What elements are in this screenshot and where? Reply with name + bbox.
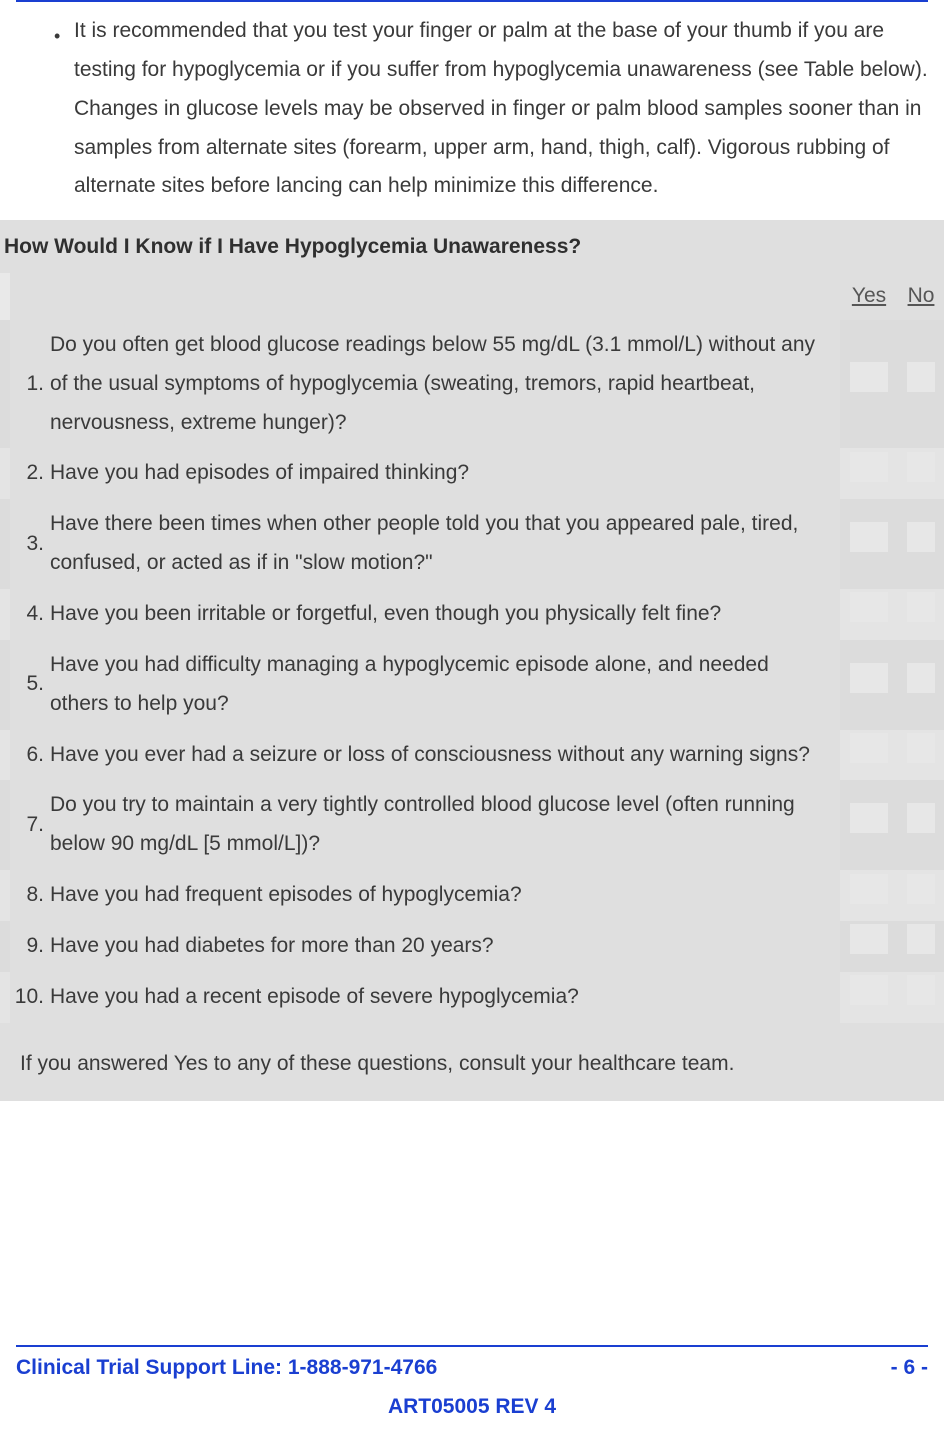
footer-doc-id: ART05005 REV 4 [16, 1388, 928, 1427]
question-number: 1. [10, 320, 50, 449]
bullet-text: It is recommended that you test your fin… [74, 19, 928, 197]
question-number: 3. [10, 499, 50, 589]
question-number: 5. [10, 640, 50, 730]
table-row: 9. Have you had diabetes for more than 2… [0, 921, 944, 972]
question-number: 9. [10, 921, 50, 972]
no-checkbox[interactable] [907, 452, 935, 482]
question-text: Have you had a recent episode of severe … [50, 972, 840, 1023]
table-row: 3. Have there been times when other peop… [0, 499, 944, 589]
yes-checkbox[interactable] [850, 452, 888, 482]
no-checkbox[interactable] [907, 362, 935, 392]
yes-checkbox[interactable] [850, 592, 888, 622]
table-row: 8. Have you had frequent episodes of hyp… [0, 870, 944, 921]
footer-rule [16, 1345, 928, 1347]
no-checkbox[interactable] [907, 733, 935, 763]
table-row: 2. Have you had episodes of impaired thi… [0, 448, 944, 499]
question-text: Have you had diabetes for more than 20 y… [50, 921, 840, 972]
no-checkbox[interactable] [907, 975, 935, 1005]
question-number: 6. [10, 730, 50, 781]
bullet-icon: • [54, 20, 60, 53]
header-no: No [898, 273, 944, 320]
table-row: 5. Have you had difficulty managing a hy… [0, 640, 944, 730]
yes-checkbox[interactable] [850, 663, 888, 693]
question-text: Have you had episodes of impaired thinki… [50, 448, 840, 499]
question-table: Yes No 1. Do you often get blood glucose… [0, 273, 944, 1023]
question-number: 8. [10, 870, 50, 921]
bullet-item: • It is recommended that you test your f… [0, 2, 944, 220]
consult-note: If you answered Yes to any of these ques… [0, 1023, 944, 1084]
question-text: Do you try to maintain a very tightly co… [50, 780, 840, 870]
page-footer: Clinical Trial Support Line: 1-888-971-4… [16, 1345, 928, 1427]
table-row: 4. Have you been irritable or forgetful,… [0, 589, 944, 640]
question-text: Do you often get blood glucose readings … [50, 320, 840, 449]
question-text: Have you had difficulty managing a hypog… [50, 640, 840, 730]
yes-checkbox[interactable] [850, 924, 888, 954]
questionnaire-section: How Would I Know if I Have Hypoglycemia … [0, 220, 944, 1101]
table-row: 7. Do you try to maintain a very tightly… [0, 780, 944, 870]
table-header-row: Yes No [0, 273, 944, 320]
question-number: 2. [10, 448, 50, 499]
no-checkbox[interactable] [907, 803, 935, 833]
no-checkbox[interactable] [907, 522, 935, 552]
no-checkbox[interactable] [907, 924, 935, 954]
yes-checkbox[interactable] [850, 362, 888, 392]
no-checkbox[interactable] [907, 874, 935, 904]
section-title: How Would I Know if I Have Hypoglycemia … [0, 228, 944, 273]
no-checkbox[interactable] [907, 592, 935, 622]
footer-left: Clinical Trial Support Line: 1-888-971-4… [16, 1349, 437, 1388]
question-text: Have you ever had a seizure or loss of c… [50, 730, 840, 781]
yes-checkbox[interactable] [850, 803, 888, 833]
question-number: 7. [10, 780, 50, 870]
question-number: 4. [10, 589, 50, 640]
header-yes: Yes [840, 273, 898, 320]
yes-checkbox[interactable] [850, 522, 888, 552]
no-checkbox[interactable] [907, 663, 935, 693]
table-row: 6. Have you ever had a seizure or loss o… [0, 730, 944, 781]
yes-checkbox[interactable] [850, 975, 888, 1005]
yes-checkbox[interactable] [850, 733, 888, 763]
question-number: 10. [10, 972, 50, 1023]
question-text: Have there been times when other people … [50, 499, 840, 589]
question-text: Have you been irritable or forgetful, ev… [50, 589, 840, 640]
question-text: Have you had frequent episodes of hypogl… [50, 870, 840, 921]
table-row: 10. Have you had a recent episode of sev… [0, 972, 944, 1023]
yes-checkbox[interactable] [850, 874, 888, 904]
footer-page-number: - 6 - [891, 1349, 928, 1388]
table-row: 1. Do you often get blood glucose readin… [0, 320, 944, 449]
